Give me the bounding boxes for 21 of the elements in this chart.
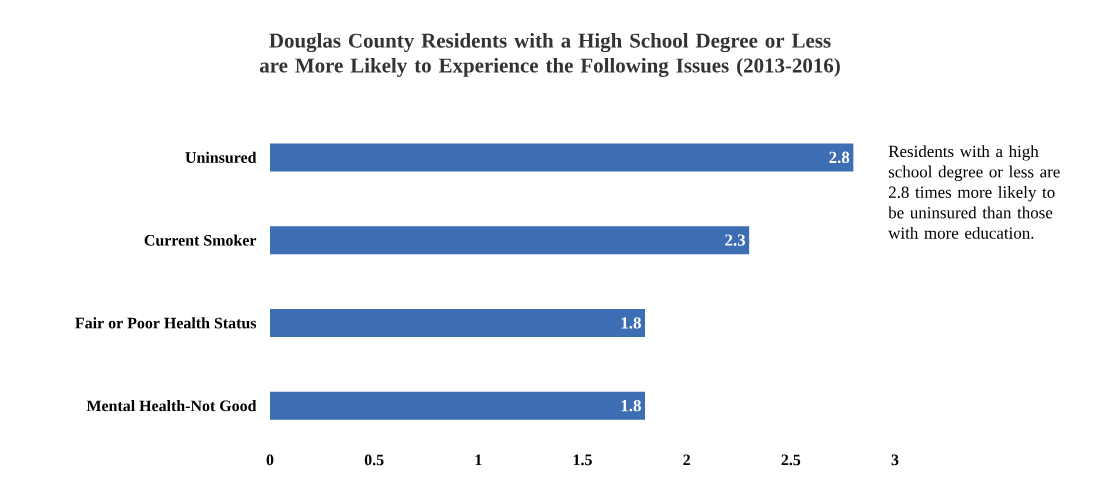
y-tick-label: Uninsured [185,151,257,163]
x-tick-label: 0 [266,454,274,466]
bar [270,143,854,172]
x-tick-label: 2.5 [781,454,801,466]
x-tick-label: 0.5 [364,454,384,466]
x-tick-label: 1.5 [573,454,592,466]
x-tick-label: 1 [475,454,482,466]
chart-title: Douglas County Residents with a High School Degree or Less are More Likely to Experience the Following Issues (2013-2016) [259,32,840,78]
annotation: Residents with a high school degree or less are 2.8 times more likely to be uninsured than those with more education. [888,145,1060,239]
bar [270,308,645,337]
x-tick-label: 3 [891,454,899,466]
data-label: 1.8 [621,317,641,329]
y-tick-label: Fair or Poor Health Status [75,317,257,329]
data-label: 1.8 [621,399,641,412]
bar [270,226,750,255]
y-tick-label: Current Smoker [144,234,257,246]
x-tick-label: 2 [683,454,690,466]
data-label: 2.3 [725,234,746,246]
y-tick-label: Mental Health-Not Good [86,400,257,412]
data-label: 2.8 [829,151,850,164]
bar [270,391,645,420]
